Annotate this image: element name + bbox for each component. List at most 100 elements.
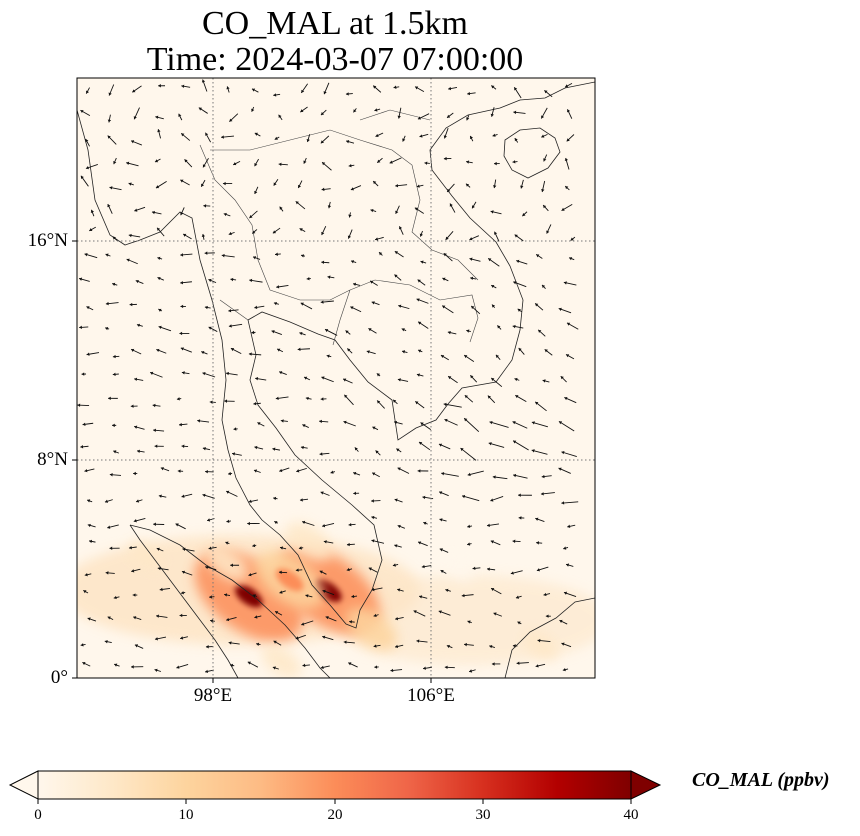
wind-arrow-head xyxy=(418,321,422,325)
wind-arrow-head xyxy=(461,593,465,598)
wind-arrow-head xyxy=(353,491,357,496)
country-borders xyxy=(199,109,479,346)
wind-arrow-head xyxy=(136,323,141,328)
wind-arrow-head xyxy=(296,469,300,473)
wind-arrow-head xyxy=(395,616,399,621)
wind-arrow-head xyxy=(82,661,86,666)
wind-arrow-head xyxy=(156,614,160,618)
wind-arrow-head xyxy=(348,163,352,168)
wind-arrow-head xyxy=(419,441,423,445)
wind-arrow-head xyxy=(132,593,136,597)
wind-arrow-head xyxy=(490,540,494,544)
wind-arrow-head xyxy=(464,355,468,359)
wind-arrow-head xyxy=(488,442,492,446)
wind-arrow-head xyxy=(442,305,446,309)
wind-arrow-head xyxy=(180,304,184,309)
wind-arrow-head xyxy=(279,590,283,594)
wind-arrow-head xyxy=(128,545,132,550)
wind-arrow-head xyxy=(513,440,517,444)
wind-arrow-head xyxy=(535,303,539,307)
wind-arrow-head xyxy=(492,475,496,479)
wind-arrow-head xyxy=(323,91,327,95)
wind-arrow-head xyxy=(374,665,378,669)
wind-arrow-head xyxy=(84,468,88,473)
wind-arrow-head xyxy=(558,421,563,425)
wind-arrow-head xyxy=(224,593,228,597)
lat-label-16n: 16°N xyxy=(27,230,68,251)
wind-arrow-head xyxy=(159,587,163,592)
wind-arrow-head xyxy=(114,663,118,667)
wind-arrow-head xyxy=(563,546,567,550)
wind-arrow-head xyxy=(462,494,466,499)
wind-arrow-head xyxy=(561,642,565,646)
wind-arrow-head xyxy=(130,404,134,408)
wind-arrow xyxy=(558,421,575,432)
wind-arrow-head xyxy=(86,90,90,94)
wind-arrow-head xyxy=(274,136,278,140)
wind-arrow-head xyxy=(156,348,160,353)
colorbar xyxy=(37,770,632,800)
wind-arrow-head xyxy=(107,525,111,529)
wind-arrow-head xyxy=(371,301,375,305)
wind-arrow-head xyxy=(109,186,113,190)
wind-arrow-head xyxy=(448,86,452,91)
wind-arrow-head xyxy=(113,161,117,165)
wind-arrow-head xyxy=(105,301,109,306)
wind-arrow-head xyxy=(470,276,474,281)
wind-arrow-head xyxy=(440,355,445,359)
wind-arrow-head xyxy=(252,543,256,548)
wind-arrow-head xyxy=(87,617,91,621)
wind-arrow-head xyxy=(471,305,475,310)
wind-arrow-head xyxy=(469,669,473,673)
wind-arrow-head xyxy=(491,662,495,666)
wind-arrow-head xyxy=(512,324,516,329)
wind-arrow-head xyxy=(418,541,422,545)
wind-arrow-head xyxy=(495,354,499,359)
wind-arrow-head xyxy=(85,139,89,143)
wind-arrow-head xyxy=(128,233,132,238)
wind-arrow-head xyxy=(420,260,424,264)
wind-arrow-head xyxy=(104,499,109,503)
wind-arrow-head xyxy=(567,109,571,113)
wind-arrow-head xyxy=(493,612,497,616)
wind-arrow-head xyxy=(295,636,299,640)
wind-arrow-head xyxy=(443,253,447,257)
wind-arrow-head xyxy=(486,567,490,571)
wind-arrow-head xyxy=(566,138,570,142)
wind-arrow-head xyxy=(512,539,516,543)
wind-arrow-head xyxy=(402,350,406,354)
wind-arrow-head xyxy=(128,182,132,186)
wind-arrow-head xyxy=(516,259,520,264)
wind-arrow-head xyxy=(518,516,522,520)
wind-arrow-head xyxy=(377,159,381,163)
sumatra-coastline xyxy=(129,524,331,678)
wind-arrow-head xyxy=(517,621,521,625)
wind-arrow-head xyxy=(179,613,183,618)
co-field-layer xyxy=(77,522,595,678)
wind-arrow-head xyxy=(513,110,517,115)
wind-arrow-head xyxy=(254,615,258,619)
wind-arrow-head xyxy=(377,400,381,404)
wind-arrow-head xyxy=(343,378,347,382)
wind-arrow-head xyxy=(221,135,224,139)
wind-arrow-head xyxy=(447,188,451,192)
wind-arrow-head xyxy=(155,115,159,119)
wind-arrow-head xyxy=(566,563,570,567)
wind-arrow-head xyxy=(113,595,117,600)
wind-arrow-head xyxy=(87,523,91,528)
wind-arrow-head xyxy=(105,326,109,331)
wind-arrow-head xyxy=(89,228,93,232)
co-hotspot-core xyxy=(275,568,304,592)
wind-arrow-head xyxy=(542,379,546,383)
wind-arrow-head xyxy=(272,666,276,670)
axis-ticks xyxy=(72,240,432,683)
wind-arrow-head xyxy=(180,347,184,351)
lat-label-0: 0° xyxy=(50,667,68,688)
wind-arrow-head xyxy=(201,183,205,187)
mainland-coastline xyxy=(77,81,595,629)
wind-arrow-head xyxy=(322,523,326,528)
wind-arrow-head xyxy=(223,212,227,217)
wind-arrow-head xyxy=(346,567,350,572)
wind-arrow-head xyxy=(513,281,517,285)
wind-arrow-head xyxy=(397,378,401,382)
